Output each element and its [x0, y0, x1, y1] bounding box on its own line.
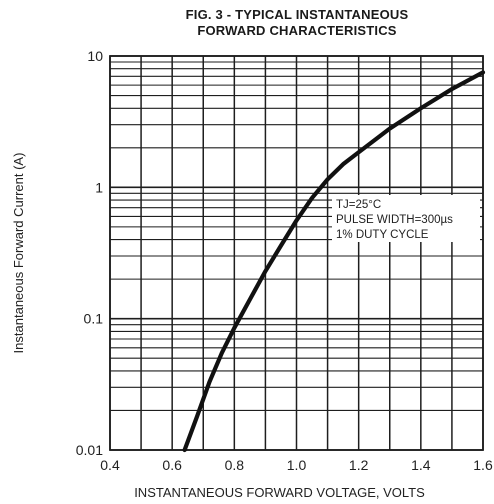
x-tick-label: 0.4 [100, 457, 120, 473]
y-axis-title: Instantaneous Forward Current (A) [11, 153, 26, 354]
annotation-box [332, 195, 480, 242]
x-tick-label: 1.6 [473, 457, 493, 473]
x-tick-label: 1.4 [411, 457, 431, 473]
y-tick-label: 0.01 [76, 442, 103, 458]
y-tick-label: 0.1 [84, 311, 104, 327]
y-tick-label: 10 [87, 48, 103, 64]
chart-title: FIG. 3 - TYPICAL INSTANTANEOUS FORWARD C… [110, 7, 484, 39]
annotation-text: 1% DUTY CYCLE [336, 229, 429, 241]
x-tick-label: 1.2 [349, 457, 369, 473]
annotation-text: PULSE WIDTH=300µs [336, 214, 453, 226]
x-tick-label: 0.6 [162, 457, 182, 473]
chart-title-line-1: FIG. 3 - TYPICAL INSTANTANEOUS [185, 7, 409, 22]
x-axis-title: INSTANTANEOUS FORWARD VOLTAGE, VOLTS [134, 485, 425, 500]
plot-frame [109, 55, 484, 451]
x-tick-label: 1.0 [287, 457, 307, 473]
series-line-forward-current [182, 70, 486, 453]
y-tick-label: 1 [95, 179, 103, 195]
chart-title-line-2: FORWARD CHARACTERISTICS [197, 23, 397, 38]
x-tick-label: 0.8 [225, 457, 245, 473]
annotation-text: TJ=25°C [336, 199, 381, 211]
